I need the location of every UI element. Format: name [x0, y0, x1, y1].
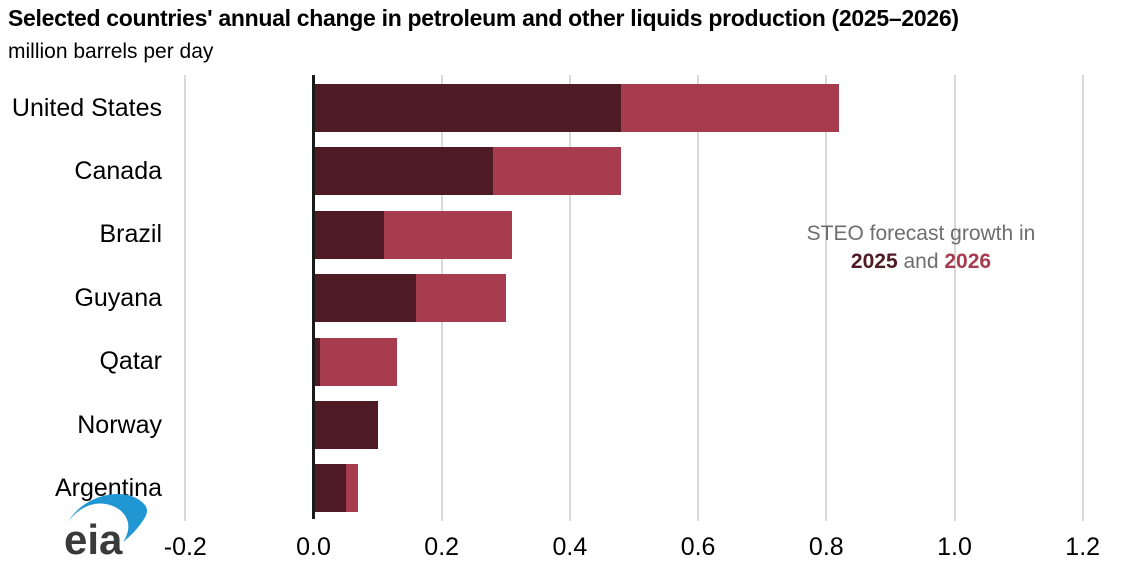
eia-logo-text: eia — [64, 516, 123, 563]
grid-line — [184, 75, 187, 521]
chart-title: Selected countries' annual change in pet… — [8, 5, 959, 31]
bar-segment-2026 — [345, 464, 359, 513]
bar-segment-2025 — [313, 464, 346, 513]
x-tick-label: 1.0 — [937, 533, 972, 561]
annotation-legend: STEO forecast growth in 2025 and 2026 — [756, 220, 1086, 276]
category-label: United States — [11, 93, 162, 122]
chart-subtitle: million barrels per day — [8, 40, 214, 63]
bar-segment-2025 — [313, 337, 320, 386]
bar-segment-2026 — [492, 147, 622, 196]
x-tick-label: 0.2 — [424, 533, 460, 561]
bar-segment-2026 — [416, 274, 506, 323]
bar-segment-2025 — [313, 84, 622, 132]
annotation-year-2026: 2026 — [944, 250, 992, 273]
category-label: Norway — [77, 410, 162, 439]
bar-segment-2025 — [313, 274, 417, 323]
category-label: Guyana — [74, 283, 162, 312]
bar-segment-2025 — [313, 147, 493, 196]
grid-line — [825, 75, 828, 521]
zero-axis-line — [312, 75, 315, 519]
grid-line — [568, 75, 571, 521]
x-tick-label: 0.4 — [552, 533, 588, 561]
bar-segment-2026 — [319, 337, 397, 386]
eia-logo: eia — [64, 493, 147, 563]
eia-swoosh-icon — [68, 493, 147, 542]
grid-line — [697, 75, 700, 521]
category-label: Qatar — [99, 347, 162, 376]
bar-segment-2025 — [313, 401, 378, 449]
grid-line — [1081, 75, 1084, 521]
category-label: Canada — [74, 156, 162, 185]
x-tick-label: 0.6 — [680, 533, 716, 561]
bar-segment-2025 — [313, 210, 384, 259]
bar-segment-2026 — [621, 84, 840, 132]
category-label: Brazil — [99, 220, 162, 249]
x-tick-label: 0.0 — [296, 533, 331, 561]
annotation-connector: and — [897, 250, 945, 273]
x-tick-label: -0.2 — [163, 533, 207, 561]
x-tick-label: 0.8 — [808, 533, 844, 561]
grid-line — [953, 75, 956, 521]
x-tick-label: 1.2 — [1065, 533, 1101, 561]
annotation-year-2025: 2025 — [850, 250, 898, 273]
annotation-line1: STEO forecast growth in — [806, 222, 1036, 245]
bar-segment-2026 — [384, 210, 513, 259]
